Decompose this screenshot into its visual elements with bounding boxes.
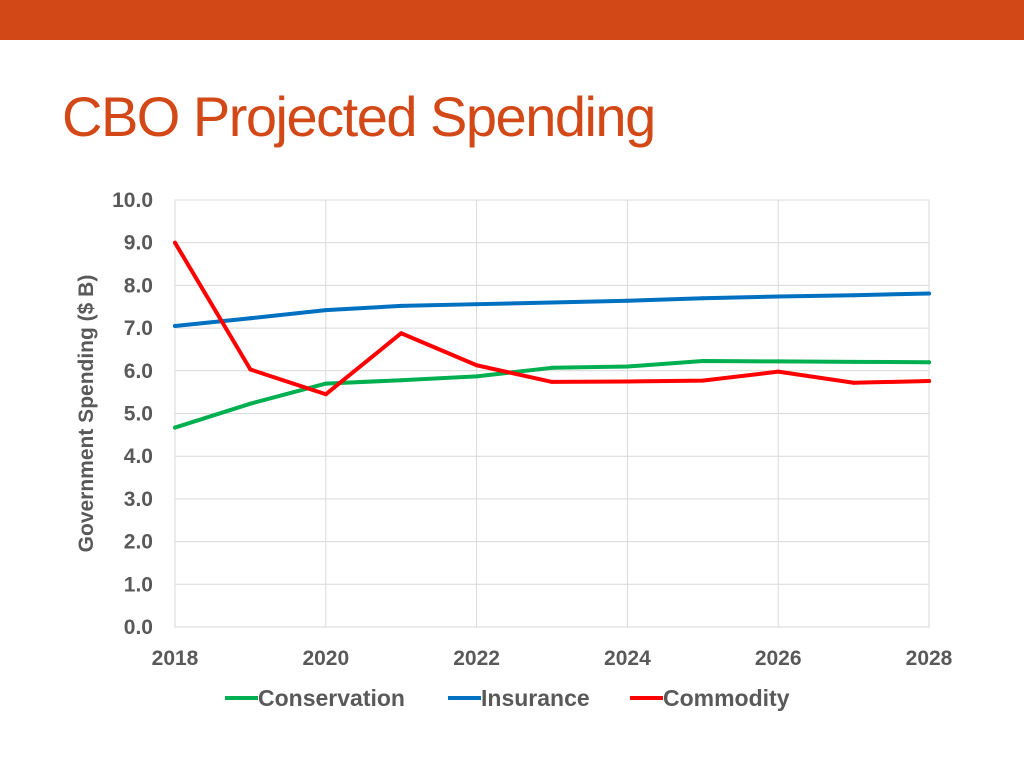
- series-line-commodity: [173, 240, 931, 397]
- data-point-conservation: [927, 360, 931, 365]
- y-tick-label: 7.0: [124, 317, 153, 340]
- data-point-conservation: [323, 381, 328, 386]
- data-point-insurance: [625, 298, 630, 303]
- legend-item-conservation: Conservation: [225, 685, 405, 711]
- data-point-conservation: [550, 365, 554, 370]
- data-point-commodity: [399, 331, 404, 336]
- y-axis-title: Government Spending ($ B): [75, 275, 98, 553]
- y-tick-label: 10.0: [112, 189, 153, 212]
- data-point-conservation: [776, 359, 781, 364]
- data-point-commodity: [927, 379, 931, 384]
- data-point-commodity: [474, 363, 479, 368]
- slide-title: CBO Projected Spending: [62, 85, 656, 148]
- x-tick-label: 2028: [906, 647, 953, 670]
- x-tick-label: 2024: [604, 647, 651, 670]
- data-point-commodity: [550, 379, 554, 384]
- data-point-insurance: [927, 291, 931, 296]
- data-point-commodity: [851, 380, 856, 385]
- data-point-conservation: [700, 358, 705, 363]
- x-tick-label: 2018: [152, 647, 199, 670]
- top-accent-bar: [0, 0, 1024, 40]
- data-point-commodity: [248, 367, 253, 372]
- y-tick-label: 8.0: [124, 274, 153, 297]
- legend-item-insurance: Insurance: [448, 685, 590, 711]
- data-point-insurance: [851, 293, 856, 298]
- data-point-insurance: [474, 302, 479, 307]
- data-point-conservation: [851, 359, 856, 364]
- data-point-insurance: [700, 296, 705, 301]
- y-tick-label: 1.0: [124, 573, 153, 596]
- legend-label-conservation: Conservation: [258, 685, 405, 711]
- data-point-conservation: [625, 364, 630, 369]
- legend-label-commodity: Commodity: [663, 685, 790, 711]
- data-point-commodity: [776, 369, 781, 374]
- x-tick-label: 2020: [302, 647, 349, 670]
- data-point-conservation: [399, 378, 404, 383]
- y-tick-label: 0.0: [124, 616, 153, 639]
- y-tick-label: 6.0: [124, 360, 153, 383]
- data-point-insurance: [173, 323, 177, 328]
- data-point-commodity: [625, 379, 630, 384]
- data-point-commodity: [323, 392, 328, 397]
- y-tick-label: 5.0: [124, 403, 153, 426]
- y-tick-label: 9.0: [124, 232, 153, 255]
- data-point-commodity: [173, 240, 177, 245]
- y-tick-label: 4.0: [124, 445, 153, 468]
- x-tick-label: 2026: [755, 647, 802, 670]
- data-point-insurance: [248, 316, 253, 321]
- data-point-commodity: [700, 378, 705, 383]
- data-point-insurance: [399, 303, 404, 308]
- data-point-conservation: [248, 401, 253, 406]
- y-tick-label: 2.0: [124, 531, 153, 554]
- y-tick-label: 3.0: [124, 488, 153, 511]
- data-point-conservation: [474, 374, 479, 379]
- data-point-insurance: [550, 300, 554, 305]
- series-line-insurance: [173, 291, 931, 328]
- data-point-conservation: [173, 425, 177, 430]
- data-point-insurance: [776, 294, 781, 299]
- x-tick-label: 2022: [453, 647, 500, 670]
- legend-label-insurance: Insurance: [481, 685, 590, 711]
- data-point-insurance: [323, 308, 328, 313]
- legend-item-commodity: Commodity: [630, 685, 790, 711]
